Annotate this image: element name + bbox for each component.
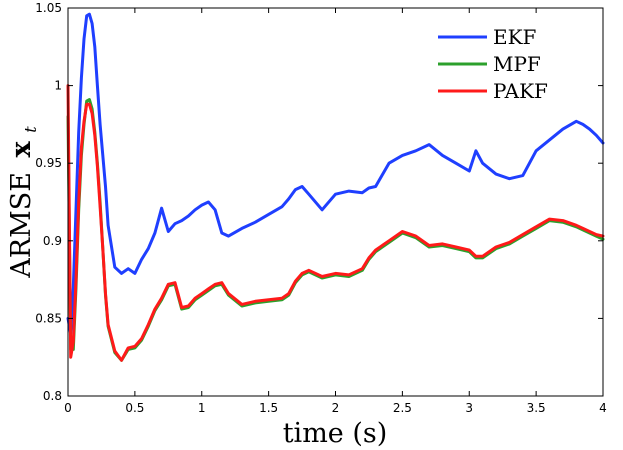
y-tick-label: 1 [54,79,62,93]
y-axis-label-text: ARMSE [6,172,37,279]
x-axis: 0 0.5 1 1.5 2 2.5 3 3.5 4 [64,8,607,415]
series-line-ekf [66,12,605,336]
legend: EKF MPF PAKF [438,25,548,103]
legend-label-ekf: EKF [493,25,537,49]
plot-area [68,8,603,396]
y-axis: 0.8 0.85 0.9 0.95 1 1.05 [35,1,603,403]
y-axis-label-subscript: t [21,126,40,133]
x-tick-label: 0.5 [125,401,144,415]
legend-label-mpf: MPF [493,52,541,76]
series-line-pakf [66,84,605,362]
x-tick-label: 1.5 [259,401,278,415]
y-tick-label: 0.8 [43,389,62,403]
x-tick-label: 1 [198,401,206,415]
x-axis-label: time (s) [283,418,388,449]
series-layer [66,12,605,362]
x-tick-label: 2 [332,401,340,415]
x-tick-label: 3 [465,401,473,415]
x-tick-label: 3.5 [527,401,546,415]
x-tick-label: 0 [64,401,72,415]
y-tick-label: 0.9 [43,234,62,248]
svg-text:ARMSE x t: ARMSE x t [6,126,40,279]
x-tick-label: 4 [599,401,607,415]
legend-label-pakf: PAKF [493,79,548,103]
x-tick-label: 2.5 [393,401,412,415]
y-tick-label: 0.95 [35,156,62,170]
y-axis-label-symbol: x [6,140,37,157]
y-tick-label: 1.05 [35,1,62,15]
y-tick-label: 0.85 [35,311,62,325]
y-axis-label: ARMSE x t [6,126,40,279]
